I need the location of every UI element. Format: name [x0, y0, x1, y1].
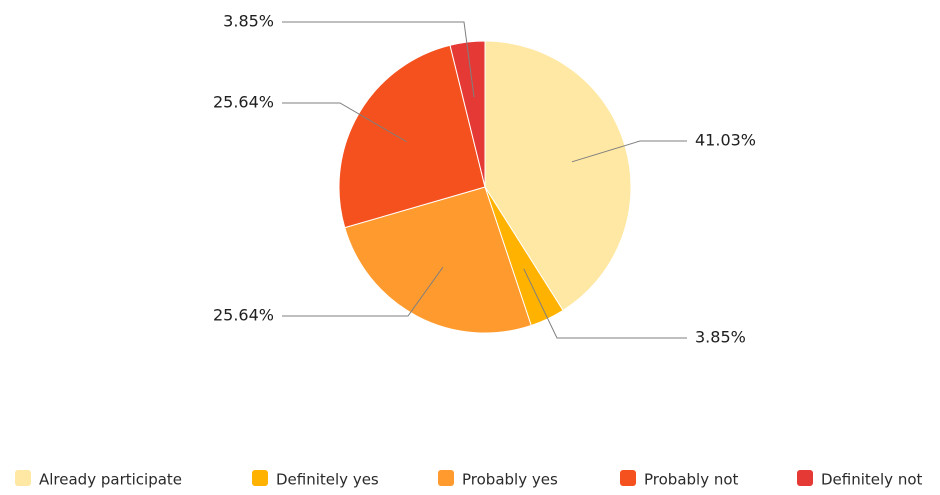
data-label-probably-yes: 25.64%: [213, 306, 274, 325]
legend-swatch-probably-yes: [438, 470, 454, 486]
data-label-already-participate: 41.03%: [695, 131, 756, 150]
legend-label-definitely-not: Definitely not: [821, 471, 923, 489]
leader-line-already-participate: [571, 140, 687, 163]
legend-label-probably-yes: Probably yes: [462, 471, 558, 489]
pie-slice-probably-yes: [344, 186, 532, 334]
legend-label-probably-not: Probably not: [644, 471, 739, 489]
legend-swatch-definitely-yes: [252, 470, 268, 486]
leader-line-probably-not: [282, 102, 407, 143]
pie-leader-lines: [282, 21, 687, 339]
legend-swatch-definitely-not: [797, 470, 813, 486]
legend-label-already-participate: Already participate: [39, 471, 182, 489]
data-label-definitely-yes: 3.85%: [695, 328, 746, 347]
leader-line-definitely-not: [282, 21, 475, 98]
pie-slice-definitely-not: [449, 40, 486, 188]
leader-line-probably-yes: [282, 266, 444, 317]
data-label-probably-not: 25.64%: [213, 93, 274, 112]
pie-slice-already-participate: [484, 40, 632, 312]
legend-swatch-already-participate: [15, 470, 31, 486]
pie-slices: [338, 40, 632, 334]
chart-legend: Already participate Definitely yes Probabl…: [15, 470, 923, 489]
legend-swatch-probably-not: [620, 470, 636, 486]
pie-data-labels: 41.03% 3.85% 25.64% 25.64% 3.85%: [213, 12, 756, 347]
legend-label-definitely-yes: Definitely yes: [276, 471, 379, 489]
data-label-definitely-not: 3.85%: [223, 12, 274, 31]
leader-line-definitely-yes: [523, 268, 687, 339]
